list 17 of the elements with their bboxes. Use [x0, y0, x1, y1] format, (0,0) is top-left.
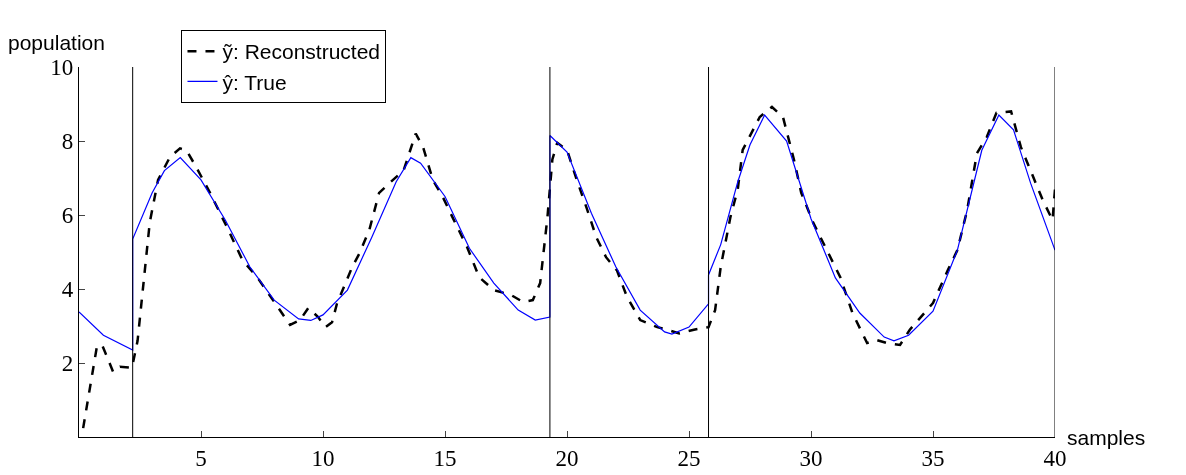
y-tick-label: 6	[61, 203, 74, 229]
x-tick-label: 35	[921, 445, 945, 471]
x-tick-label: 15	[433, 445, 457, 471]
x-tick-label: 20	[555, 445, 579, 471]
x-axis-title: samples	[1067, 426, 1146, 449]
x-tick-label: 40	[1043, 445, 1067, 471]
legend-label: ỹ: Reconstructed	[222, 40, 381, 64]
y-tick-label: 4	[61, 277, 74, 303]
y-tick-label: 8	[61, 129, 74, 155]
y-tick-label: 10	[50, 55, 74, 81]
x-tick-label: 10	[311, 445, 335, 471]
x-tick-label: 5	[195, 445, 207, 471]
legend-label: ŷ: True	[222, 70, 287, 94]
x-tick-label: 25	[677, 445, 701, 471]
y-axis-title: population	[8, 31, 105, 54]
x-tick-label: 30	[799, 445, 823, 471]
y-tick-label: 2	[61, 351, 74, 377]
